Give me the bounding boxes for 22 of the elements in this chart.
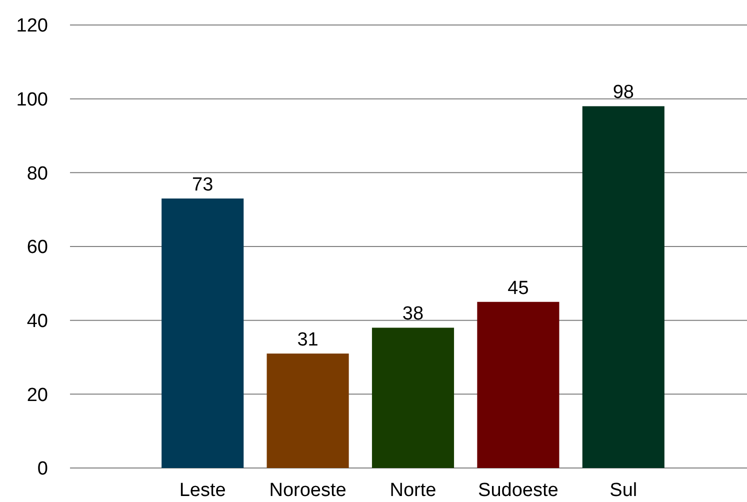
bar xyxy=(372,328,454,468)
y-tick-label: 0 xyxy=(37,458,48,480)
y-tick-label: 60 xyxy=(26,237,48,258)
data-label: 31 xyxy=(297,330,318,351)
y-tick-label: 40 xyxy=(26,310,48,332)
bar xyxy=(162,198,244,468)
bar xyxy=(477,302,560,468)
x-tick-label: Leste xyxy=(179,480,226,501)
data-label: 38 xyxy=(402,304,424,325)
data-label: 73 xyxy=(192,174,214,196)
y-tick-label: 100 xyxy=(16,89,48,110)
x-tick-label: Sudoeste xyxy=(478,480,558,501)
y-tick-label: 80 xyxy=(26,163,48,184)
data-label: 98 xyxy=(612,82,634,104)
bar xyxy=(266,354,349,468)
data-label: 45 xyxy=(508,278,529,299)
x-tick-label: Noroeste xyxy=(269,480,346,501)
y-tick-label: 120 xyxy=(16,16,48,37)
x-tick-label: Norte xyxy=(390,480,436,501)
y-tick-label: 20 xyxy=(26,384,48,406)
bar xyxy=(582,106,664,468)
x-tick-label: Sul xyxy=(610,480,638,501)
